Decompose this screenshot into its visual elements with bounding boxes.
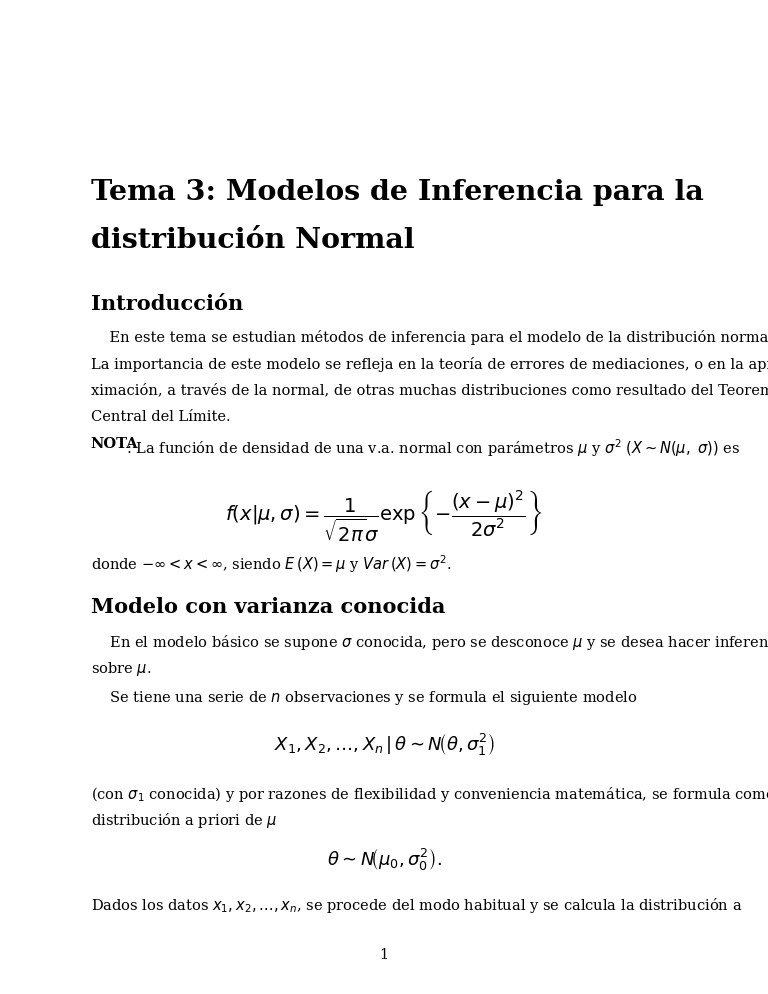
Text: $X_1, X_2, \ldots, X_n\,|\,\theta \sim N\!\left(\theta, \sigma_1^2\right)$: $X_1, X_2, \ldots, X_n\,|\,\theta \sim N… — [273, 731, 495, 757]
Text: donde $-\infty < x < \infty$, siendo $E\,(X) = \mu$ y $Var\,(X) = \sigma^2$.: donde $-\infty < x < \infty$, siendo $E\… — [91, 554, 452, 575]
Text: $\theta \sim N\!\left(\mu_0, \sigma_0^2\right).$: $\theta \sim N\!\left(\mu_0, \sigma_0^2\… — [326, 846, 442, 872]
Text: distribución a priori de $\mu$: distribución a priori de $\mu$ — [91, 811, 277, 830]
Text: NOTA: NOTA — [91, 437, 138, 451]
Text: Dados los datos $x_1, x_2, \ldots, x_n$, se procede del modo habitual y se calcu: Dados los datos $x_1, x_2, \ldots, x_n$,… — [91, 896, 742, 914]
Text: Modelo con varianza conocida: Modelo con varianza conocida — [91, 597, 445, 617]
Text: 1: 1 — [379, 948, 389, 962]
Text: sobre $\mu$.: sobre $\mu$. — [91, 660, 151, 678]
Text: Se tiene una serie de $n$ observaciones y se formula el siguiente modelo: Se tiene una serie de $n$ observaciones … — [91, 689, 637, 708]
Text: Introducción: Introducción — [91, 294, 243, 314]
Text: En este tema se estudian métodos de inferencia para el modelo de la distribución: En este tema se estudian métodos de infe… — [91, 330, 768, 345]
Text: En el modelo básico se supone $\sigma$ conocida, pero se desconoce $\mu$ y se de: En el modelo básico se supone $\sigma$ c… — [91, 633, 768, 652]
Text: distribución Normal: distribución Normal — [91, 227, 414, 253]
Text: ximación, a través de la normal, de otras muchas distribuciones como resultado d: ximación, a través de la normal, de otra… — [91, 384, 768, 398]
Text: $f(x|\mu, \sigma) = \dfrac{1}{\sqrt{2\pi}\sigma} \exp\left\{-\dfrac{(x - \mu)^2}: $f(x|\mu, \sigma) = \dfrac{1}{\sqrt{2\pi… — [226, 489, 542, 545]
Text: Tema 3: Modelos de Inferencia para la: Tema 3: Modelos de Inferencia para la — [91, 179, 703, 206]
Text: : La función de densidad de una v.a. normal con parámetros $\mu$ y $\sigma^2$ $(: : La función de densidad de una v.a. nor… — [126, 437, 740, 458]
Text: (con $\sigma_1$ conocida) y por razones de flexibilidad y conveniencia matemátic: (con $\sigma_1$ conocida) y por razones … — [91, 784, 768, 804]
Text: Central del Límite.: Central del Límite. — [91, 411, 230, 424]
Text: La importancia de este modelo se refleja en la teoría de errores de mediaciones,: La importancia de este modelo se refleja… — [91, 357, 768, 372]
